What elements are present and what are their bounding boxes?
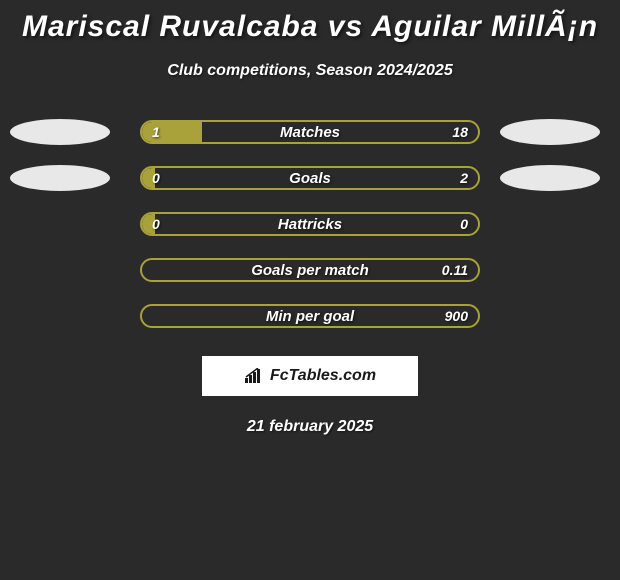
value-right: 2: [460, 170, 468, 186]
stats-container: 1Matches180Goals20Hattricks0Goals per ma…: [0, 120, 620, 328]
value-right: 0: [460, 216, 468, 232]
stat-row: Goals per match0.11: [0, 258, 620, 282]
bar-chart-icon: [244, 368, 264, 384]
left-ellipse: [10, 119, 110, 145]
right-ellipse: [500, 165, 600, 191]
stat-bar: 0Goals2: [140, 166, 480, 190]
stat-row: 0Goals2: [0, 166, 620, 190]
value-right: 900: [445, 308, 468, 324]
value-right: 18: [452, 124, 468, 140]
stat-label: Hattricks: [142, 216, 478, 233]
stat-bar: 1Matches18: [140, 120, 480, 144]
stat-row: Min per goal900: [0, 304, 620, 328]
stat-label: Matches: [142, 124, 478, 141]
value-right: 0.11: [442, 262, 468, 278]
stat-bar: 0Hattricks0: [140, 212, 480, 236]
stat-label: Goals per match: [142, 262, 478, 279]
stat-bar: Goals per match0.11: [140, 258, 480, 282]
stat-row: 1Matches18: [0, 120, 620, 144]
right-ellipse: [500, 119, 600, 145]
stat-label: Goals: [142, 170, 478, 187]
stat-bar: Min per goal900: [140, 304, 480, 328]
brand-text: FcTables.com: [270, 367, 376, 385]
comparison-subtitle: Club competitions, Season 2024/2025: [0, 62, 620, 80]
stat-row: 0Hattricks0: [0, 212, 620, 236]
stat-label: Min per goal: [142, 308, 478, 325]
brand-badge: FcTables.com: [202, 356, 418, 396]
comparison-title: Mariscal Ruvalcaba vs Aguilar MillÃ¡n: [0, 0, 620, 44]
left-ellipse: [10, 165, 110, 191]
date-label: 21 february 2025: [0, 418, 620, 436]
